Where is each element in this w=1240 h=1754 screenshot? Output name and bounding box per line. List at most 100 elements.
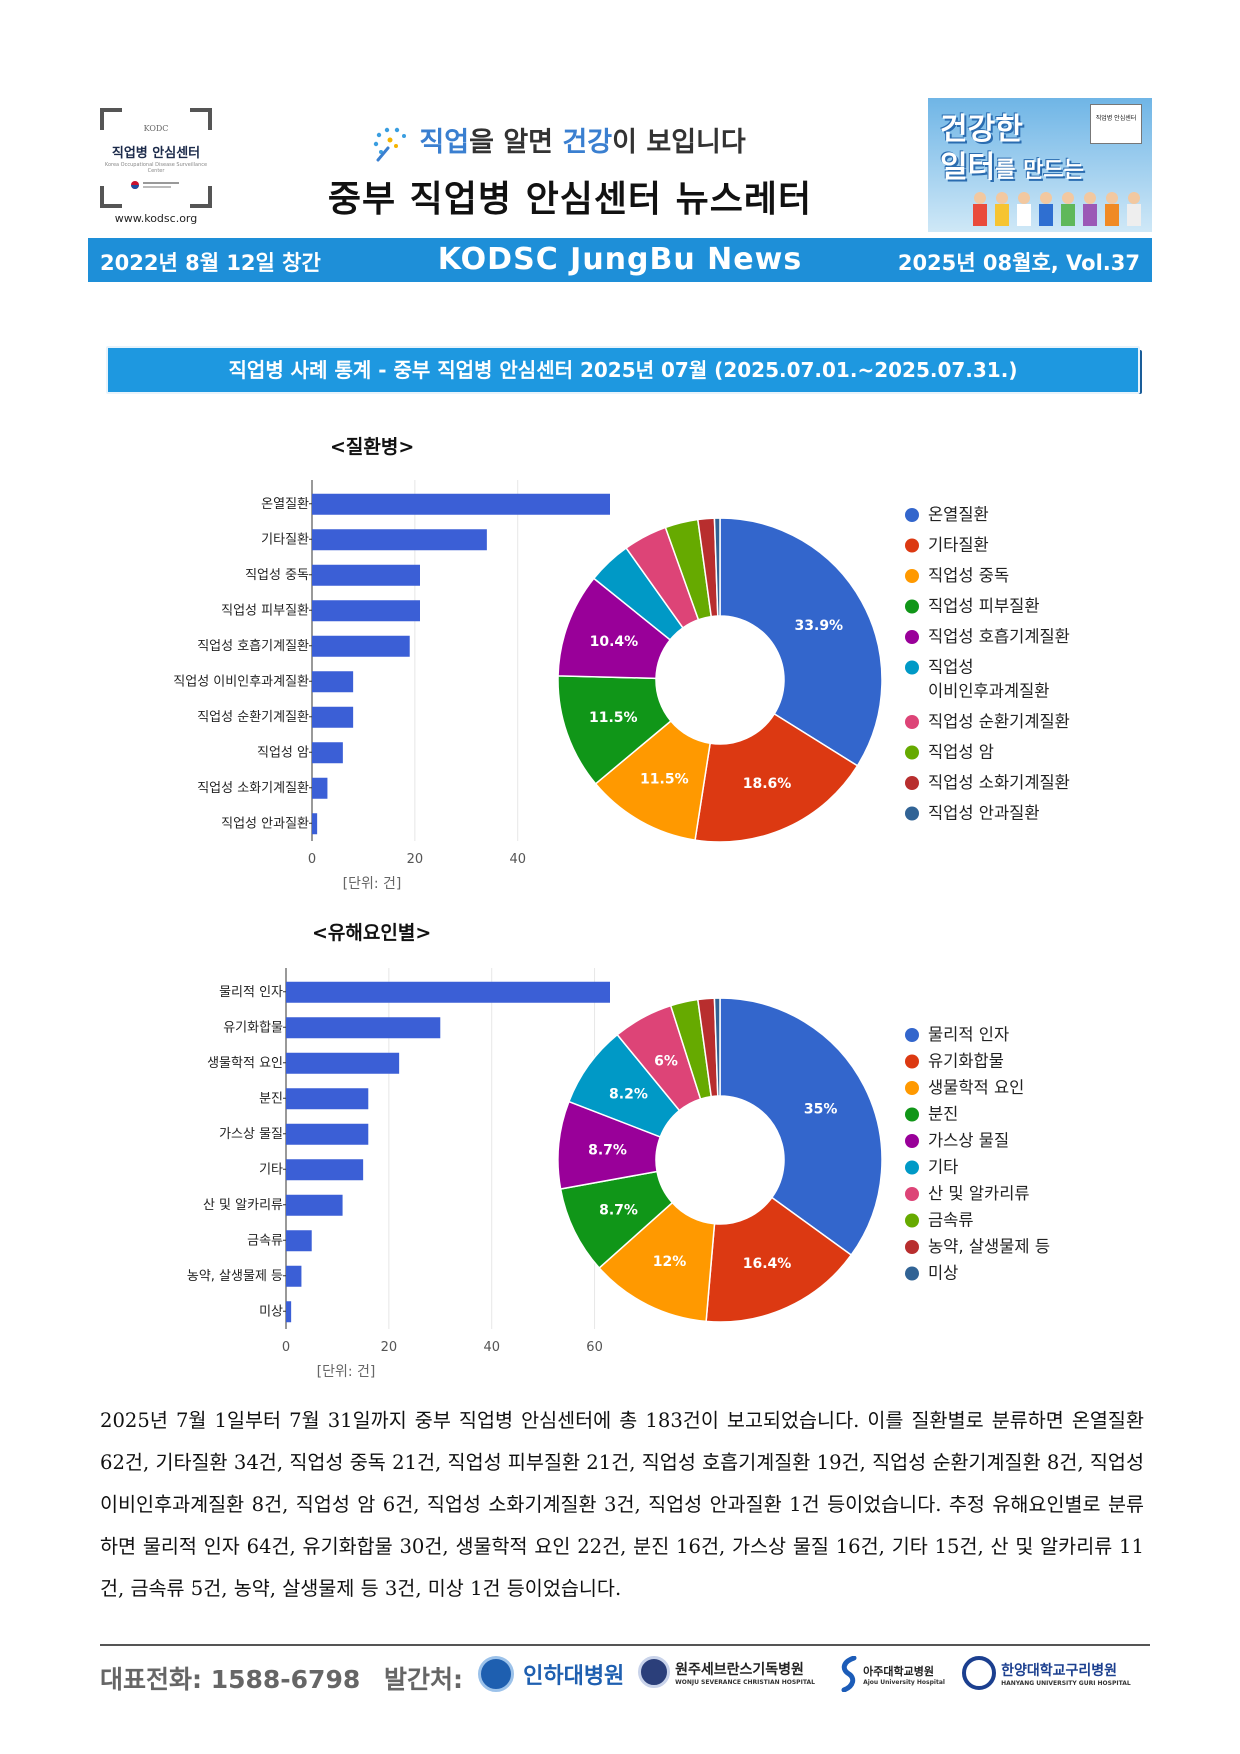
donut-slice (705, 1196, 853, 1323)
category-label: 기타질환 (261, 532, 309, 547)
unit-label: [단위: 건] (343, 876, 402, 890)
legend-swatch (905, 1134, 919, 1148)
category-label: 생물학적 요인 (207, 1056, 283, 1071)
x-tick-label: 20 (407, 852, 424, 867)
hospital-ajou: 아주대학교병원 Ajou University Hospital (840, 1655, 945, 1698)
banner-line2: 일터를 만드는 (940, 142, 1084, 186)
legend-label: 직업성 암 (928, 743, 994, 762)
bar (286, 1265, 302, 1287)
legend-label: 이비인후과계질환 (928, 682, 1049, 701)
bar (286, 981, 610, 1003)
hospital-english-name: HANYANG UNIVERSITY GURI HOSPITAL (1001, 1679, 1131, 1687)
legend-label: 분진 (928, 1105, 958, 1124)
logo-corner (100, 108, 122, 130)
slogan-text: 을 알면 (469, 127, 563, 158)
banner-mini-logo: 직업병 안심센터 (1090, 104, 1142, 144)
x-tick-label: 0 (308, 852, 316, 867)
hospital-name-block: 원주세브란스기독병원 WONJU SEVERANCE CHRISTIAN HOSP… (675, 1659, 815, 1686)
bar (286, 1123, 369, 1145)
donut-slice (719, 517, 883, 767)
legend-label: 미상 (928, 1264, 958, 1283)
donut-slice (594, 719, 712, 841)
logo-corner (190, 108, 212, 130)
slice-label: 8.7% (599, 1203, 638, 1219)
bar (312, 564, 420, 586)
donut-slice (694, 712, 859, 843)
legend-label: 금속류 (928, 1211, 974, 1230)
category-label: 온열질환 (261, 497, 309, 512)
hospital-english-name: WONJU SEVERANCE CHRISTIAN HOSPITAL (675, 1678, 815, 1686)
banner-word: 일터 (940, 150, 996, 185)
legend-swatch (905, 806, 919, 821)
slogan-text: 이 보입니다 (612, 127, 746, 158)
news-title: KODSC JungBu News (437, 242, 803, 277)
legend-swatch (905, 660, 919, 675)
slogan: 직업을 알면 건강이 보입니다 (370, 120, 746, 161)
legend-label: 물리적 인자 (928, 1025, 1009, 1044)
category-label: 미상 (259, 1304, 283, 1319)
publisher-label: 발간처: (384, 1665, 463, 1694)
hospital-english-name: Ajou University Hospital (863, 1678, 945, 1686)
bar (286, 1159, 364, 1181)
hospital-inha: 인하대병원 (478, 1656, 624, 1698)
category-label: 가스상 물질 (219, 1127, 283, 1142)
severance-logo-icon (638, 1656, 670, 1688)
category-label: 산 및 알카리류 (203, 1198, 283, 1213)
healthy-workplace-banner: 건강한 일터를 만드는 직업병 안심센터 (928, 98, 1152, 232)
inha-logo-icon (478, 1656, 514, 1692)
bar (286, 1017, 441, 1039)
ajou-logo-icon (841, 1655, 857, 1693)
legend-swatch (905, 745, 919, 760)
logo-abbrev: KODC (143, 124, 169, 133)
workers-illustration-icon (973, 192, 1141, 226)
legend-label: 가스상 물질 (928, 1131, 1009, 1150)
legend-swatch (905, 1187, 919, 1201)
logo-corner (100, 186, 122, 208)
category-label: 직업성 중독 (245, 568, 309, 583)
legend-label: 직업성 (928, 658, 974, 677)
bar (286, 1230, 312, 1252)
legend-swatch (905, 599, 919, 614)
category-label: 직업성 소화기계질환 (197, 781, 309, 796)
bar (312, 635, 410, 657)
kodsc-logo: KODC 직업병 안심센터 Korea Occupational Disease… (100, 108, 212, 208)
category-label: 직업성 호흡기계질환 (197, 639, 309, 654)
legend-label: 직업성 호흡기계질환 (928, 627, 1070, 646)
donut-slice (713, 517, 721, 617)
category-label: 기타 (259, 1162, 283, 1177)
category-label: 금속류 (247, 1233, 283, 1248)
unit-label: [단위: 건] (317, 1364, 376, 1378)
category-label: 농약, 살생물제 등 (187, 1269, 283, 1284)
bar (286, 1088, 369, 1110)
bar (312, 600, 420, 622)
legend-label: 기타 (928, 1158, 958, 1177)
hospital-hanyang-guri: 한양대학교구리병원 HANYANG UNIVERSITY GURI HOSPITA… (962, 1656, 1131, 1698)
legend-swatch (905, 538, 919, 553)
slice-label: 11.5% (589, 710, 638, 726)
legend-swatch (905, 1213, 919, 1228)
legend-label: 산 및 알카리류 (928, 1184, 1030, 1203)
summary-paragraph: 2025년 7월 1일부터 7월 31일까지 중부 직업병 안심센터에 총 18… (100, 1409, 1144, 1600)
logo-name: 직업병 안심센터 (111, 146, 201, 161)
section-heading: 직업병 사례 통계 - 중부 직업병 안심센터 2025년 07월 (2025.… (106, 346, 1140, 394)
category-label: 직업성 피부질환 (221, 603, 309, 618)
category-label: 직업성 암 (257, 745, 309, 760)
legend-swatch (905, 1107, 919, 1122)
chart-title-hazard: <유해요인별> (312, 922, 432, 944)
slice-label: 8.2% (609, 1087, 648, 1103)
legend-swatch (905, 1054, 919, 1069)
bar (312, 671, 354, 693)
hospital-name: 원주세브란스기독병원 (675, 1661, 804, 1678)
site-url[interactable]: www.kodsc.org (114, 212, 198, 225)
category-label: 유기화합물 (223, 1020, 283, 1035)
legend-swatch (905, 715, 919, 729)
legend-label: 온열질환 (928, 505, 989, 524)
banner-word: 를 만드는 (995, 158, 1084, 183)
legend-swatch (905, 1028, 919, 1042)
hanyang-logo-icon (962, 1656, 996, 1690)
legend-swatch (905, 1266, 919, 1281)
legend-swatch (905, 569, 919, 583)
